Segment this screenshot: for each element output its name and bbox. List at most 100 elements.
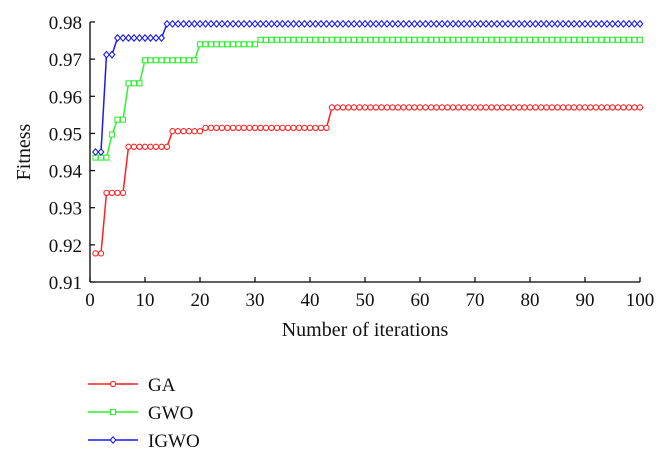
data-point-ga [268,124,275,132]
data-point-igwo [300,19,309,28]
data-point-gwo [455,36,462,43]
data-point-ga [328,104,336,111]
x-tick-label: 80 [521,290,540,311]
data-point-igwo [350,19,358,28]
data-point-gwo [158,57,165,64]
legend-marker-igwo [109,435,117,445]
legend-item-gwo: GWO [88,403,193,424]
data-point-gwo [383,36,391,43]
data-point-gwo [229,41,237,48]
data-point-ga [422,104,429,111]
data-point-ga [537,104,545,111]
legend-marker-gwo [109,408,117,416]
data-point-igwo [630,19,639,28]
data-point-ga [433,104,440,111]
data-point-igwo [190,19,199,28]
data-point-igwo [124,33,133,43]
data-point-ga [576,104,583,111]
data-point-ga [378,104,385,111]
data-point-gwo [273,36,281,43]
data-point-gwo [548,36,556,43]
series-layer [91,19,644,257]
data-point-igwo [564,19,573,28]
data-point-ga [488,104,495,111]
data-point-ga [130,143,138,150]
data-point-igwo [416,19,424,28]
data-point-igwo [108,50,116,59]
data-point-gwo [350,36,358,43]
data-point-igwo [256,19,265,28]
data-point-igwo [432,19,441,28]
data-point-igwo [537,19,545,28]
y-tick-label: 0.93 [49,199,82,220]
data-point-gwo [488,36,495,43]
data-point-ga [625,104,633,111]
y-tick-label: 0.95 [49,124,82,145]
data-point-igwo [454,19,463,28]
data-point-igwo [460,19,468,28]
data-point-gwo [493,36,501,43]
data-point-gwo [169,57,176,64]
data-point-gwo [152,57,160,64]
data-point-ga [372,104,380,111]
data-point-igwo [553,19,562,28]
data-point-igwo [174,19,182,28]
data-point-gwo [136,80,143,87]
data-point-igwo [333,19,342,28]
data-point-ga [224,124,231,132]
data-point-igwo [102,50,111,59]
x-tick-label: 40 [301,290,320,311]
x-tick-label: 20 [191,290,210,311]
data-point-igwo [344,19,353,28]
data-point-igwo [240,19,248,28]
data-point-ga [174,128,182,135]
y-tick-label: 0.94 [49,162,83,183]
data-point-igwo [130,33,138,43]
data-point-igwo [559,19,567,28]
data-point-ga [499,104,506,111]
data-point-igwo [493,19,501,28]
legend-marker-ga [109,380,117,388]
data-point-igwo [603,19,611,28]
x-ticks: 0 10 20 30 40 50 60 70 80 90 100 [85,277,654,311]
data-point-ga [493,104,501,111]
data-point-gwo [295,36,303,43]
data-point-igwo [179,19,188,28]
data-point-gwo [323,36,330,43]
data-point-gwo [581,36,589,43]
data-point-gwo [631,36,638,43]
data-point-igwo [251,19,259,28]
data-point-gwo [411,36,418,43]
data-point-igwo [372,19,380,28]
data-point-ga [383,104,391,111]
data-point-gwo [400,36,407,43]
data-point-ga [312,124,319,132]
data-point-ga [394,104,402,111]
data-point-ga [202,124,209,132]
data-point-gwo [609,36,616,43]
data-point-gwo [570,36,578,43]
data-point-igwo [515,19,523,28]
data-point-gwo [290,36,297,43]
data-point-gwo [251,41,259,48]
x-tick-label: 0 [85,290,95,311]
data-point-gwo [108,131,116,138]
data-point-gwo [510,36,517,43]
data-point-gwo [482,36,490,43]
data-point-igwo [273,19,281,28]
legend-label-igwo: IGWO [148,431,200,452]
data-point-gwo [438,36,446,43]
data-point-ga [636,104,644,111]
data-point-igwo [157,33,166,43]
data-point-ga [185,128,193,135]
data-point-gwo [477,36,484,43]
x-axis-title: Number of iterations [282,319,449,341]
data-point-igwo [471,19,479,28]
data-point-igwo [608,19,617,28]
data-point-gwo [191,57,198,64]
data-point-ga [97,250,105,257]
data-point-gwo [559,36,567,43]
data-point-ga [400,104,407,111]
data-point-gwo [378,36,385,43]
data-point-ga [180,128,187,135]
